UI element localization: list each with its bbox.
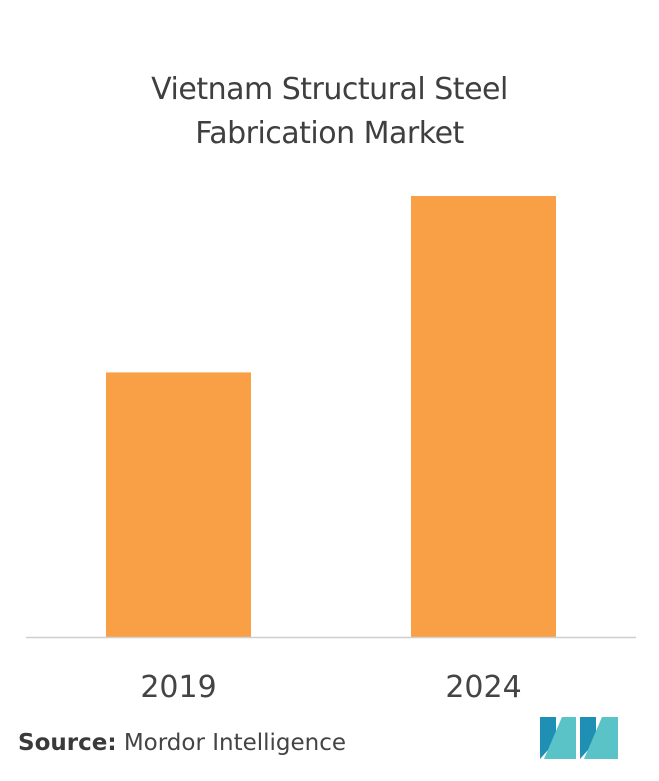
bar-chart: 2019 2024 — [26, 196, 636, 705]
chart-title-line-1: Vietnam Structural Steel — [151, 72, 508, 107]
x-tick-label-2024: 2024 — [445, 670, 521, 705]
bar-2019 — [106, 372, 251, 637]
chart-title-line-2: Fabrication Market — [195, 116, 464, 151]
mordor-intelligence-logo-icon — [540, 717, 618, 759]
source-label: Source: — [18, 730, 117, 756]
source-text: Mordor Intelligence — [123, 730, 347, 756]
x-tick-label-2019: 2019 — [140, 670, 216, 705]
bar-2024 — [411, 196, 556, 637]
source-note: Source: Mordor Intelligence — [18, 730, 346, 756]
chart-title: Vietnam Structural Steel Fabrication Mar… — [0, 68, 659, 156]
